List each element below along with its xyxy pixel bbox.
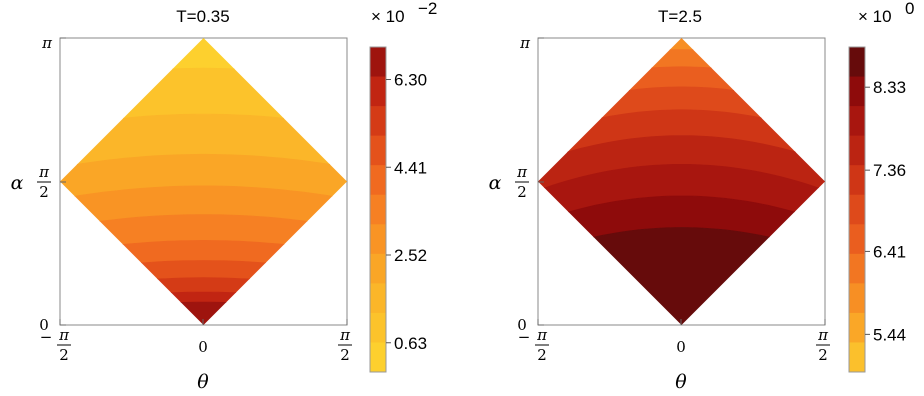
- y-tick-label-pi-half: π 2: [515, 163, 529, 201]
- y-tick-label-zero: 0: [39, 316, 49, 334]
- colorbar-segment: [370, 253, 386, 284]
- chart-title: T=2.5: [658, 7, 702, 26]
- colorbar-segment: [849, 76, 865, 107]
- svg-text:2: 2: [39, 183, 49, 201]
- colorbar-tick-label: 2.52: [394, 246, 427, 265]
- svg-text:π: π: [339, 326, 351, 344]
- x-tick-label-pi-half: π 2: [338, 326, 352, 364]
- svg-text:π: π: [817, 326, 829, 344]
- colorbar-segment: [370, 194, 386, 225]
- colorbar-multiplier: × 10 0: [858, 0, 914, 26]
- colorbar-tick-label: 8.33: [873, 78, 906, 97]
- svg-text:2: 2: [340, 346, 350, 364]
- colorbar-tick-label: 4.41: [394, 158, 427, 177]
- colorbar-segment: [849, 283, 865, 314]
- colorbar-segment: [849, 47, 865, 78]
- colorbar-frame: [848, 46, 866, 373]
- svg-text:π: π: [58, 326, 70, 344]
- colorbar-tick-label: 7.36: [873, 161, 906, 180]
- svg-text:−: −: [518, 328, 531, 346]
- y-tick-label-zero: 0: [517, 316, 527, 334]
- colorbar-segment: [370, 76, 386, 107]
- colorbar-multiplier: × 10 −2: [371, 0, 437, 26]
- colorbar-tick-label: 5.44: [873, 325, 906, 344]
- y-axis-label: α: [11, 172, 24, 194]
- colorbar-segment: [370, 47, 386, 78]
- colorbar-multiplier-base: × 10: [858, 7, 892, 26]
- colorbar-multiplier-base: × 10: [371, 7, 405, 26]
- x-tick-label-neg-pi-half: − π 2: [518, 326, 549, 364]
- x-tick-label-zero: 0: [198, 338, 208, 356]
- colorbar-exponent: 0: [905, 0, 914, 18]
- colorbar-segment: [370, 106, 386, 137]
- colorbar: 5.44 6.41 7.36 8.33: [848, 46, 906, 373]
- contour-band: [60, 301, 347, 325]
- colorbar-frame: [369, 46, 387, 373]
- colorbar-segment: [849, 342, 865, 373]
- x-tick-label-pi-half: π 2: [816, 326, 830, 364]
- svg-text:π: π: [516, 163, 528, 181]
- x-tick-label-neg-pi-half: − π 2: [40, 326, 71, 364]
- colorbar-segment: [849, 135, 865, 166]
- colorbar-segment: [370, 165, 386, 196]
- colorbar-segment: [849, 194, 865, 225]
- svg-text:−: −: [40, 328, 53, 346]
- colorbar-exponent: −2: [418, 0, 437, 18]
- svg-text:2: 2: [818, 346, 828, 364]
- chart-title: T=0.35: [176, 7, 229, 26]
- svg-text:2: 2: [517, 183, 527, 201]
- colorbar-segment: [370, 135, 386, 166]
- x-axis-label: θ: [675, 371, 687, 393]
- colorbar-segment: [849, 253, 865, 284]
- colorbar-segment: [370, 312, 386, 343]
- contour-bands: [538, 38, 825, 325]
- colorbar-tick-label: 6.41: [873, 242, 906, 261]
- colorbar-segment: [370, 224, 386, 255]
- colorbar-tick-label: 0.63: [394, 334, 427, 353]
- colorbar-segment: [849, 106, 865, 137]
- panel-t035: T=0.35 − π 2 0 π 2 θ π π 2 0 α: [11, 0, 438, 393]
- colorbar-tick-label: 6.30: [394, 71, 427, 90]
- svg-text:π: π: [536, 326, 548, 344]
- svg-text:2: 2: [537, 346, 547, 364]
- y-tick-label-pi: π: [519, 34, 531, 52]
- svg-text:2: 2: [59, 346, 69, 364]
- colorbar: 0.63 2.52 4.41 6.30: [369, 46, 427, 373]
- x-tick-label-zero: 0: [676, 338, 686, 356]
- colorbar-segment: [370, 342, 386, 373]
- contour-band: [538, 227, 825, 325]
- svg-text:π: π: [38, 163, 50, 181]
- colorbar-segment: [849, 165, 865, 196]
- y-tick-label-pi-half: π 2: [37, 163, 51, 201]
- contour-bands: [60, 38, 347, 325]
- colorbar-segment: [370, 283, 386, 314]
- panel-t25: T=2.5 − π 2 0 π 2 θ π π 2 0 α: [489, 0, 915, 393]
- y-tick-label-pi: π: [41, 34, 53, 52]
- x-axis-label: θ: [197, 371, 209, 393]
- colorbar-segment: [849, 312, 865, 343]
- y-axis-label: α: [489, 172, 502, 194]
- colorbar-segment: [849, 224, 865, 255]
